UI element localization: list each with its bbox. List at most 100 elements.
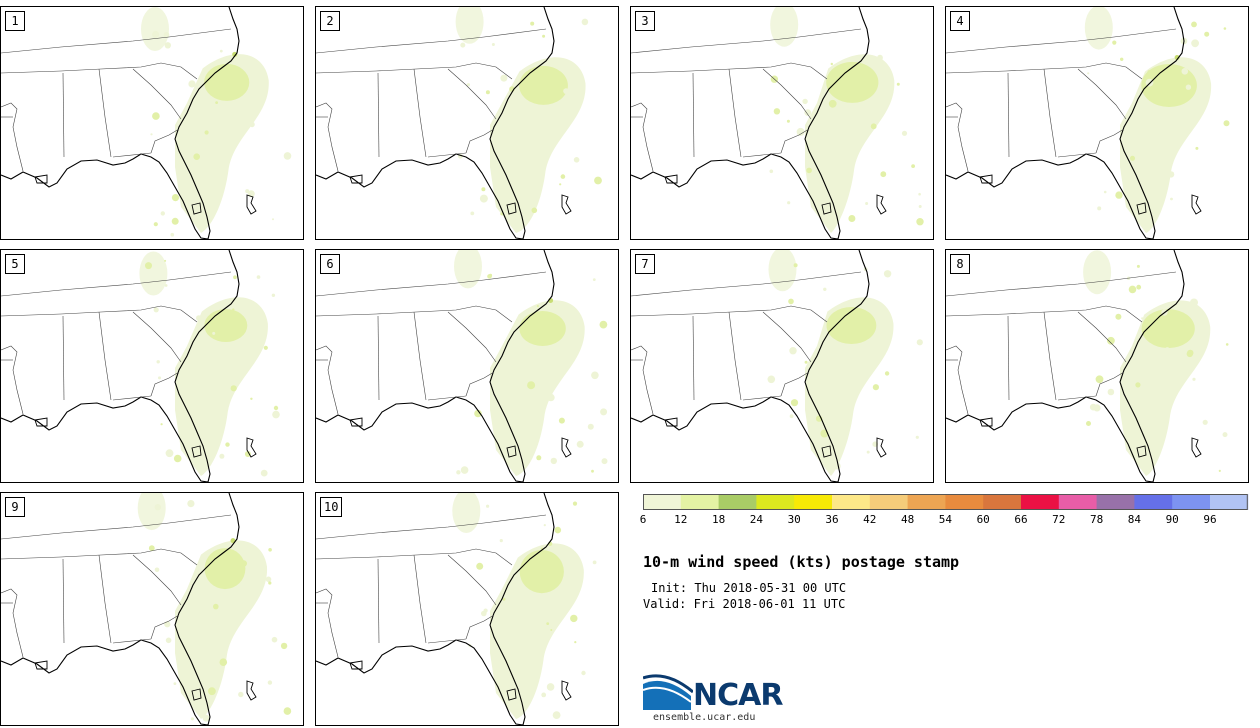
wind-speckle xyxy=(581,670,586,676)
state-border xyxy=(427,395,467,401)
wind-speckle xyxy=(591,469,594,473)
wind-speckle xyxy=(249,121,255,128)
member-label: 1 xyxy=(5,11,25,31)
coastline xyxy=(316,250,555,482)
wind-speckle xyxy=(559,183,562,186)
state-border xyxy=(1,588,24,658)
ncar-logo[interactable]: NCAR ensemble.ucar.edu xyxy=(643,672,803,724)
wind-speckle xyxy=(802,98,808,105)
coastline xyxy=(946,250,1185,482)
wind-speckle xyxy=(517,339,523,346)
wind-speckle xyxy=(543,524,546,527)
state-border xyxy=(1,102,24,172)
wind-speckle xyxy=(253,103,258,108)
wind-speckle xyxy=(1112,40,1117,45)
wind-speckle xyxy=(456,470,461,475)
wind-speckle xyxy=(539,387,548,396)
wind-speckle xyxy=(591,371,599,380)
wind-speckle xyxy=(268,581,272,585)
state-border xyxy=(946,271,1177,297)
state-border xyxy=(427,152,467,158)
wind-speckle xyxy=(552,711,561,719)
valid-time: Valid: Fri 2018-06-01 11 UTC xyxy=(643,597,846,611)
wind-area-inland xyxy=(768,250,797,292)
wind-speckle xyxy=(1103,190,1107,194)
wind-speckle xyxy=(786,119,790,123)
island xyxy=(349,660,363,670)
state-border xyxy=(728,311,742,401)
member-panel-3: 3 xyxy=(630,6,934,240)
wind-speckle xyxy=(486,504,490,508)
wind-speckle xyxy=(823,287,827,291)
wind-speckle xyxy=(1147,70,1152,75)
wind-speckle xyxy=(804,109,812,116)
wind-speckle xyxy=(1181,68,1189,75)
wind-speckle xyxy=(267,680,273,685)
ensemble-url[interactable]: ensemble.ucar.edu xyxy=(653,712,756,723)
wind-speckle xyxy=(848,215,856,222)
wind-speckle xyxy=(599,320,608,329)
colorbar-segment xyxy=(1021,494,1060,510)
wind-speckle xyxy=(594,176,602,185)
wind-speckle xyxy=(884,371,890,376)
state-border xyxy=(1095,371,1125,397)
wind-speckle xyxy=(283,707,292,715)
wind-speckle xyxy=(1095,375,1104,384)
wind-speckle xyxy=(550,629,553,631)
wind-speckle xyxy=(773,108,781,115)
wind-area-light xyxy=(175,297,268,476)
wind-speckle xyxy=(160,211,165,216)
wind-area-medium xyxy=(204,309,248,342)
wind-speckle xyxy=(1191,39,1199,48)
product-title: 10-m wind speed (kts) postage stamp xyxy=(643,553,960,571)
wind-area-light xyxy=(1120,57,1212,233)
map-8 xyxy=(946,250,1229,482)
island xyxy=(561,437,572,458)
wind-speckle xyxy=(1136,264,1140,268)
coastline xyxy=(631,250,870,482)
state-border xyxy=(316,588,339,658)
wind-speckle xyxy=(787,201,791,205)
wind-speckle xyxy=(250,397,253,400)
state-border xyxy=(946,28,1177,54)
wind-speckle xyxy=(189,643,194,648)
map-9 xyxy=(1,493,292,725)
state-border xyxy=(316,548,513,566)
wind-speckle xyxy=(1175,367,1183,376)
state-border xyxy=(1057,395,1097,401)
wind-speckle xyxy=(858,318,863,323)
wind-speckle xyxy=(280,642,288,650)
wind-speckle xyxy=(160,423,163,426)
colorbar-segment xyxy=(983,494,1022,510)
wind-speckle xyxy=(502,597,506,601)
wind-speckle xyxy=(878,98,882,102)
wind-speckle xyxy=(1115,191,1123,199)
wind-area-inland xyxy=(452,493,481,533)
island xyxy=(191,445,202,458)
member-label: 5 xyxy=(5,254,25,274)
colorbar-tick-label: 48 xyxy=(900,513,915,526)
wind-speckle xyxy=(154,567,160,573)
state-border xyxy=(316,305,513,323)
member-label: 10 xyxy=(320,497,343,517)
wind-speckle xyxy=(880,171,887,178)
state-border xyxy=(98,311,112,401)
state-border xyxy=(62,558,65,644)
wind-speckle xyxy=(1115,313,1122,320)
state-border xyxy=(427,638,467,644)
wind-speckle xyxy=(1120,57,1124,61)
state-border xyxy=(98,554,112,644)
wind-speckle xyxy=(268,548,272,552)
state-border xyxy=(728,68,742,158)
wind-speckle xyxy=(769,169,774,174)
wind-area-medium xyxy=(204,63,250,101)
state-border xyxy=(631,102,654,172)
wind-speckle xyxy=(1152,119,1159,126)
wind-speckle xyxy=(1167,171,1175,178)
wind-speckle xyxy=(1140,120,1143,123)
map-6 xyxy=(316,250,608,482)
wind-speckle xyxy=(1190,298,1198,307)
wind-speckle xyxy=(158,376,161,380)
wind-speckle xyxy=(793,263,798,268)
colorbar xyxy=(643,494,1249,510)
